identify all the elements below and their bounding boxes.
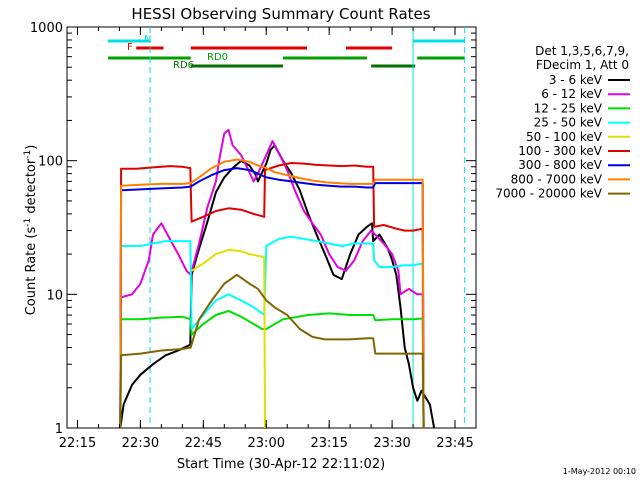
flag-bars: NF RD0 RD6 [108,34,465,71]
y-axis-label-mid: detector [24,158,39,218]
flag-label-f: F [127,42,133,53]
series-12-25-kev [119,310,425,429]
plot-area [66,26,477,429]
legend-label: 300 - 800 keV [518,158,602,172]
y-axis-label-exp2: -1 [23,150,33,159]
x-tick-label: 23:00 [248,436,285,451]
series-25-50-kev [119,235,425,429]
y-tick-label: 10 [46,288,63,303]
series-100-300-kev [119,162,425,429]
legend: Det 1,3,5,6,7,9, FDecim 1, Att 0 3 - 6 k… [495,44,630,201]
y-tick-label: 1000 [30,21,63,36]
legend-label: 50 - 100 keV [526,130,603,144]
flag-label-rd0: RD0 [207,52,228,63]
series-lines [119,128,436,429]
legend-header-2: FDecim 1, Att 0 [536,58,629,72]
chart-title: HESSI Observing Summary Count Rates [131,5,430,23]
legend-label: 100 - 300 keV [518,144,602,158]
y-tick-label: 1 [55,422,63,437]
series-800-7000-kev [119,158,425,429]
mode-change-lines [149,27,466,428]
x-tick-label: 23:30 [373,436,410,451]
series-50-100-kev [191,248,266,429]
x-tick-label: 22:45 [185,436,222,451]
x-tick-label: 23:45 [436,436,473,451]
x-tick-label: 22:30 [122,436,159,451]
y-axis-label-end: ) [24,145,39,150]
y-tick-label: 100 [38,155,63,170]
x-tick-label: 22:15 [59,436,96,451]
y-axis-label: Count Rate (s-1 detector-1) [23,145,39,316]
x-tick-label: 23:15 [310,436,347,451]
legend-label: 3 - 6 keV [549,73,603,87]
plot-date-footer: 1-May-2012 00:10 [563,467,636,476]
x-axis-label: Start Time (30-Apr-12 22:11:02) [177,457,385,472]
flag-label-n: N [144,34,151,45]
y-axis-label-main: Count Rate (s [24,227,39,316]
legend-label: 12 - 25 keV [534,101,603,115]
legend-label: 6 - 12 keV [541,87,603,101]
series-7000-20000-kev [119,273,425,429]
series-6-12-kev [119,128,425,429]
y-axis: 1 10 100 1000 [30,21,476,437]
legend-header-1: Det 1,3,5,6,7,9, [535,44,629,58]
x-axis: 22:15 22:30 22:45 23:00 23:15 23:30 23:45 [59,27,477,451]
legend-label: 7000 - 20000 keV [495,187,602,201]
y-axis-label-exp1: -1 [23,218,33,227]
plot-frame [66,26,477,429]
flag-label-rd6: RD6 [173,60,194,71]
legend-label: 25 - 50 keV [534,116,603,130]
series-300-800-kev [119,167,425,429]
legend-label: 800 - 7000 keV [511,172,603,186]
